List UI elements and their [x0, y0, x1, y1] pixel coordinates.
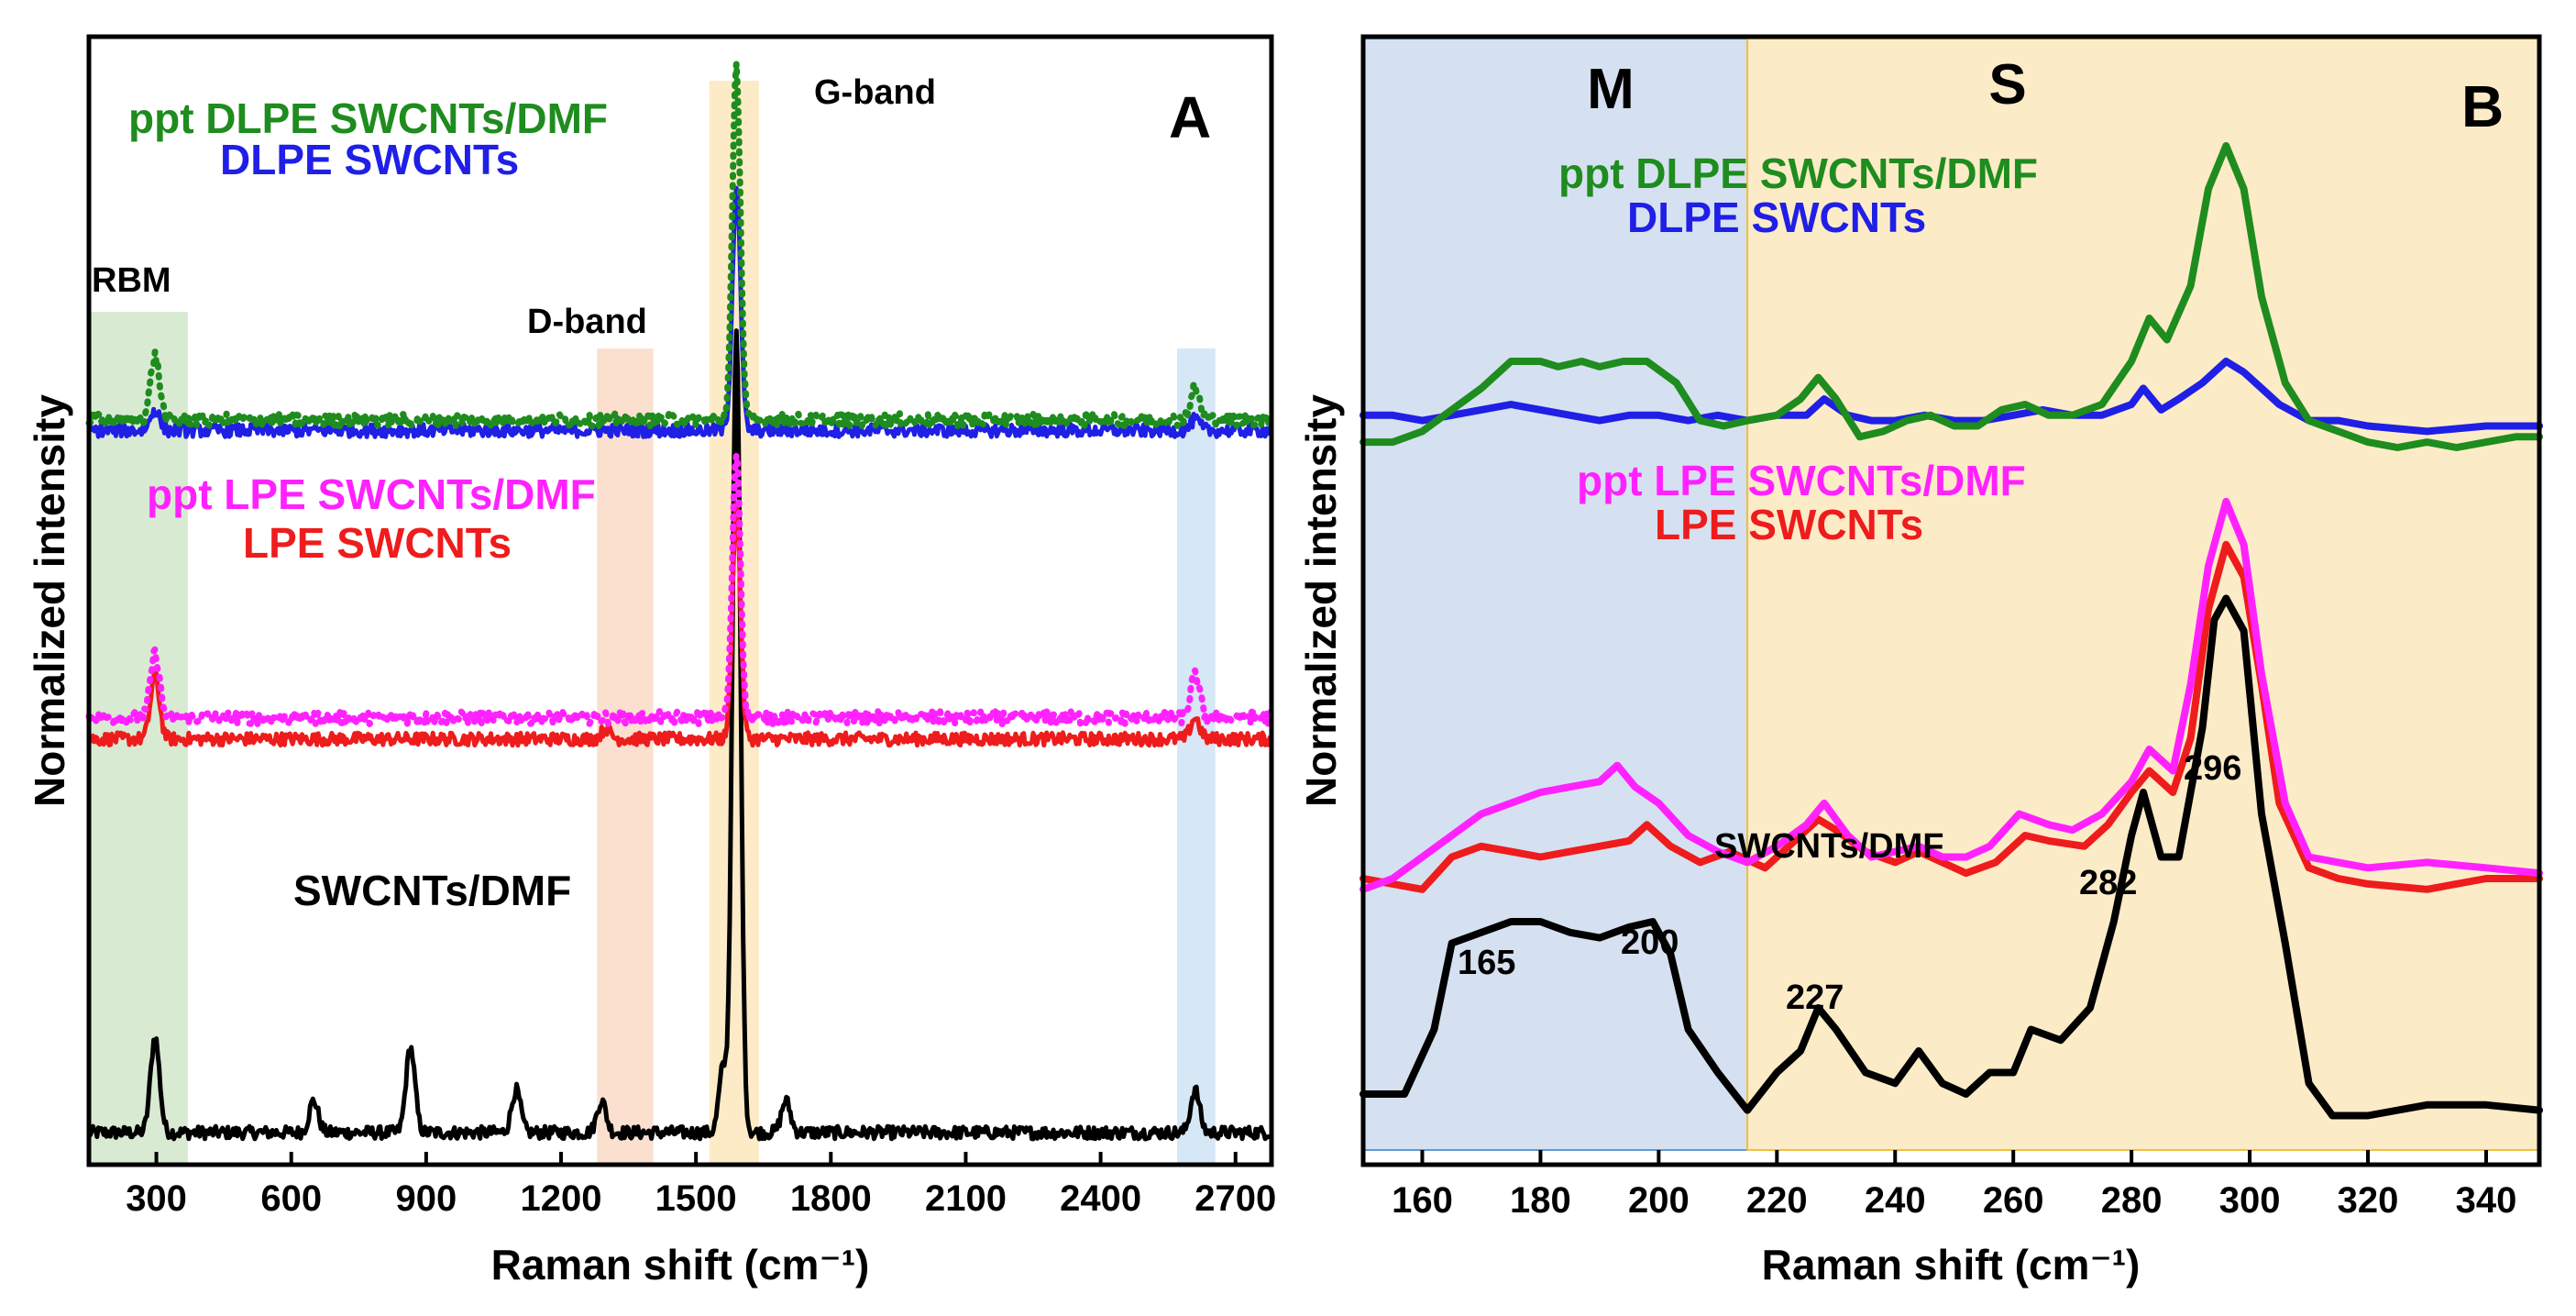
a-label-swcnts-dmf: SWCNTs/DMF [293, 867, 571, 914]
panel-b-x-tick-label: 160 [1392, 1180, 1453, 1221]
panel-b-x-tick-label: 220 [1746, 1180, 1808, 1221]
b-label-ppt-dlpe: ppt DLPE SWCNTs/DMF [1558, 149, 2038, 197]
panel-b-letter: B [2461, 73, 2504, 139]
panel-b-x-tick-label: 240 [1865, 1180, 1926, 1221]
panel-a-region-band-2d [1176, 348, 1216, 1165]
panel-b-region-m [1362, 38, 1749, 1151]
panel-b-x-tick-label: 340 [2456, 1180, 2517, 1221]
metallic-region-label: M [1587, 58, 1635, 121]
g-band-label: G-band [814, 73, 936, 112]
panel-a-x-tick-label: 2400 [1060, 1178, 1141, 1219]
panel-b-series-swcnts-dmf [1360, 594, 2543, 1120]
panel-b-y-axis-label: Normalized intensity [1297, 394, 1345, 807]
panel-a-letter: A [1169, 84, 1211, 150]
peak-label-165: 165 [1458, 944, 1515, 982]
b-label-swcnts-dmf: SWCNTs/DMF [1714, 827, 1944, 866]
a-label-ppt-lpe: ppt LPE SWCNTs/DMF [147, 470, 596, 518]
panel-a-frame [86, 34, 1274, 1167]
b-label-ppt-lpe: ppt LPE SWCNTs/DMF [1577, 457, 2026, 504]
peak-label-200: 200 [1621, 923, 1679, 962]
panel-a-x-tick-label: 2700 [1194, 1178, 1276, 1219]
panel-a: 300 600 900 1200 1500 1800 2100 2400 2700 RBM D-… [26, 34, 1276, 1288]
semiconducting-region-label: S [1988, 53, 2026, 116]
panel-b-x-tick-label: 320 [2338, 1180, 2399, 1221]
panel-a-series-dlpe-swcnts [86, 185, 1273, 439]
panel-b-x-tick-label: 280 [2101, 1180, 2163, 1221]
panel-a-series-swcnts-dmf [86, 328, 1272, 1142]
a-label-ppt-dlpe: ppt DLPE SWCNTs/DMF [128, 94, 608, 142]
peak-label-227: 227 [1786, 979, 1844, 1017]
panel-a-x-tick-label: 2100 [925, 1178, 1007, 1219]
panel-a-x-tick-label: 300 [126, 1178, 187, 1219]
b-label-dlpe: DLPE SWCNTs [1627, 194, 1926, 241]
b-label-lpe: LPE SWCNTs [1655, 501, 1923, 548]
panel-a-series-ppt-dlpe-swcnts-dmf [85, 60, 1274, 430]
panel-b-series-ppt-dlpe-swcnts-dmf [1360, 142, 2543, 451]
panel-a-x-tick-label: 1800 [790, 1178, 872, 1219]
panel-a-x-axis-label: Raman shift (cm⁻¹) [491, 1241, 870, 1288]
panel-b-x-tick-label: 260 [1983, 1180, 2044, 1221]
a-label-dlpe: DLPE SWCNTs [220, 136, 519, 183]
panel-b-x-tick-label: 300 [2219, 1180, 2281, 1221]
panel-b-x-axis-label: Raman shift (cm⁻¹) [1762, 1241, 2141, 1288]
panel-a-series-lpe-swcnts [87, 501, 1273, 748]
panel-a-region-d-band [597, 348, 654, 1165]
panel-a-x-tick-label: 600 [260, 1178, 322, 1219]
panel-a-x-tick-label: 1500 [655, 1178, 737, 1219]
panel-b-frame [1360, 34, 2542, 1167]
rbm-label: RBM [92, 261, 171, 300]
panel-b-x-tick-label: 200 [1628, 1180, 1690, 1221]
panel-a-x-tick-label: 1200 [521, 1178, 602, 1219]
d-band-label: D-band [527, 303, 647, 341]
a-label-lpe: LPE SWCNTs [243, 519, 512, 567]
panel-b-region-s [1746, 38, 2540, 1151]
panel-a-x-tick-label: 900 [395, 1178, 457, 1219]
panel-a-series-ppt-lpe-swcnts-dmf [85, 451, 1274, 728]
panel-b-series-ppt-lpe-swcnts-dmf [1360, 497, 2543, 893]
panel-b: 160 180 200 220 240 260 280 300 320 340 M S B ppt… [1297, 34, 2543, 1288]
peak-label-282: 282 [2079, 864, 2137, 902]
peak-label-296: 296 [2184, 749, 2241, 788]
panel-b-x-tick-label: 180 [1510, 1180, 1571, 1221]
panel-a-y-axis-label: Normalized intensity [26, 394, 73, 807]
